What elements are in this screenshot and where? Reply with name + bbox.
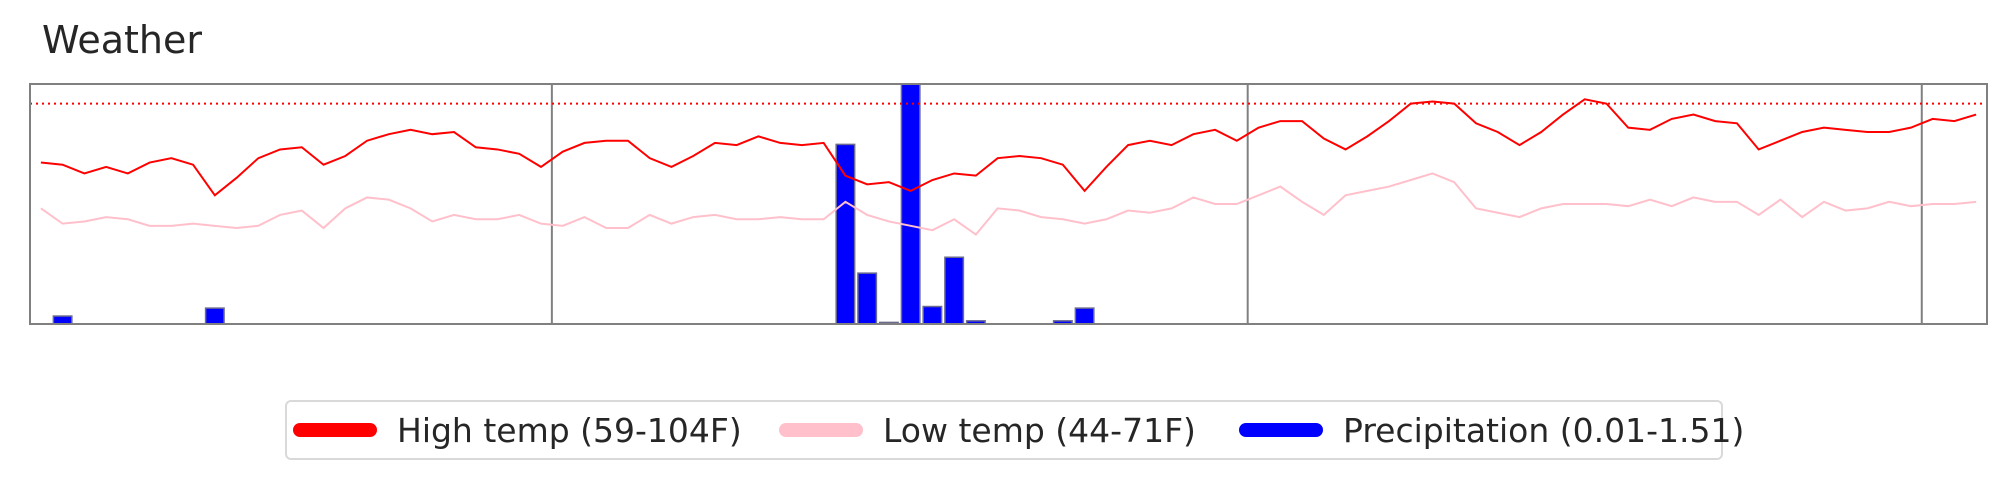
precipitation-bars <box>52 83 1095 325</box>
legend-label-precip: Precipitation (0.01-1.51) <box>1343 410 1745 450</box>
legend-swatch-low <box>779 423 863 437</box>
low-temp-line <box>40 172 1977 236</box>
precip-bar <box>900 83 921 325</box>
precip-bar <box>857 272 878 325</box>
legend-label-high: High temp (59-104F) <box>397 410 742 450</box>
precip-bar <box>204 307 225 325</box>
precip-bar <box>1074 307 1095 325</box>
legend-label-low: Low temp (44-71F) <box>883 410 1196 450</box>
precip-bar <box>835 143 856 325</box>
precip-bar <box>52 315 73 325</box>
legend-swatch-precip <box>1239 423 1323 437</box>
legend-swatch-high <box>293 423 377 437</box>
legend-item-high: High temp (59-104F) <box>293 402 742 458</box>
plot-frame <box>29 83 1988 325</box>
legend-item-low: Low temp (44-71F) <box>779 402 1196 458</box>
legend-item-precip: Precipitation (0.01-1.51) <box>1239 402 1744 458</box>
precip-bar <box>922 305 943 325</box>
legend: High temp (59-104F) Low temp (44-71F) Pr… <box>285 400 1744 460</box>
precip-bar <box>944 256 965 325</box>
chart-title: Weather <box>42 18 202 62</box>
high-temp-line <box>40 98 1977 197</box>
